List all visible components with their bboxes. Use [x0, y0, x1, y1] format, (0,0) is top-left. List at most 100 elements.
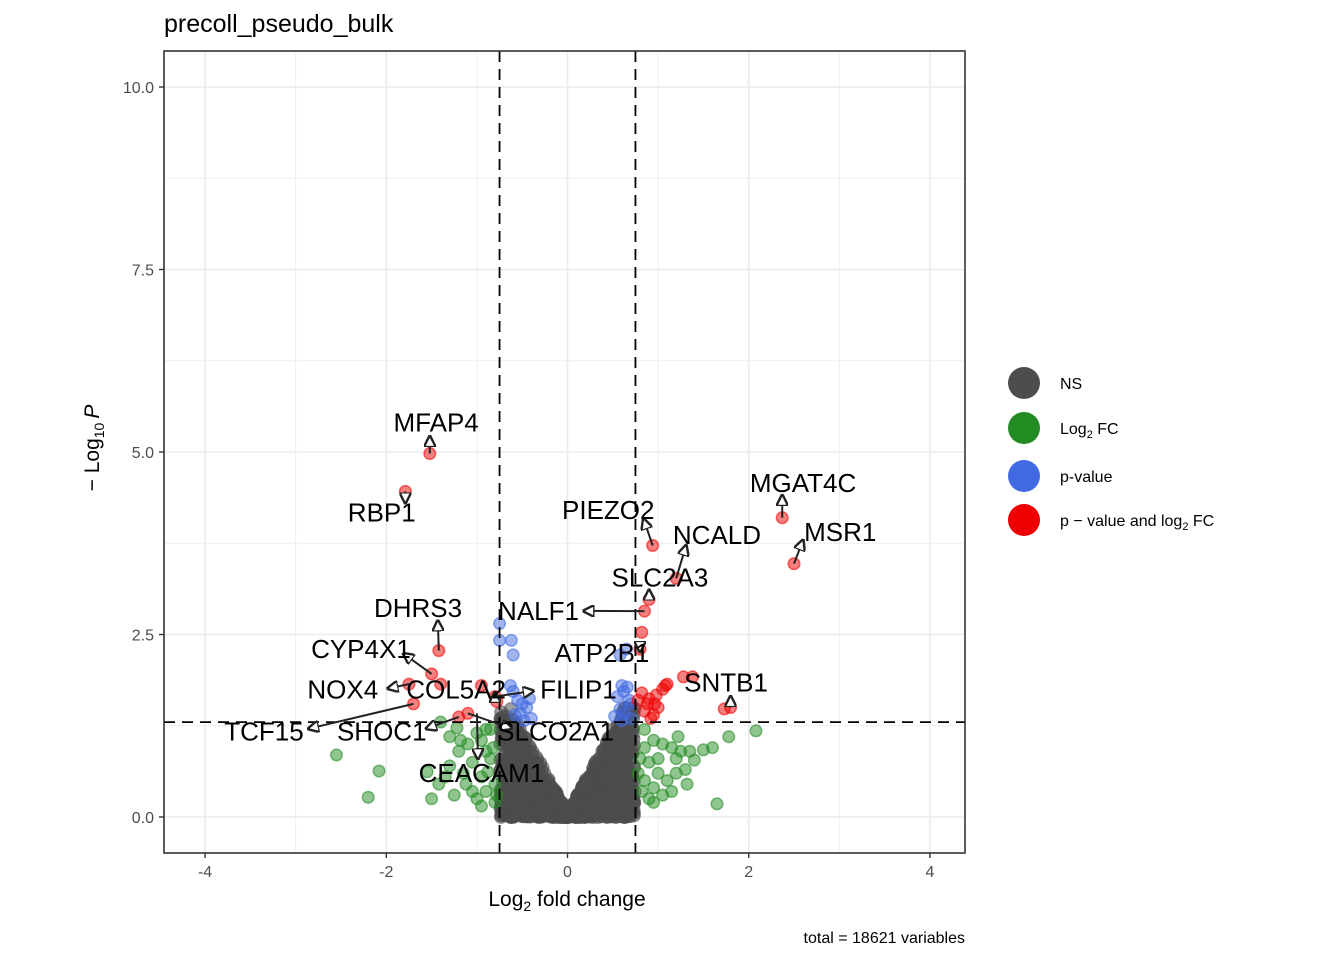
plot-panel: MFAP4 RBP1 DHRS3 CYP4X1 NOX4 COL5A2 FILIP1 TCF1…	[163, 50, 966, 854]
point-fc	[705, 741, 720, 755]
point-fc	[631, 766, 645, 780]
point-fc	[651, 766, 665, 780]
point-ns	[529, 757, 544, 772]
label-connectors	[308, 436, 803, 759]
gene-label-piezo2: PIEZO2	[562, 495, 654, 525]
caption-total-variables: total = 18621 variables	[804, 930, 965, 947]
legend-label-sub: 2	[1087, 429, 1093, 441]
point-fc	[710, 797, 724, 811]
point-ns	[603, 776, 618, 791]
point-ns	[516, 756, 531, 771]
point-fc	[647, 781, 661, 795]
x-tick-label: 2	[744, 864, 753, 881]
point-ns	[506, 764, 521, 779]
label-connector	[438, 621, 439, 651]
y-tick-label: 5.0	[132, 445, 154, 462]
legend-key-fc-p	[1008, 504, 1040, 536]
legend-label: p-value	[1060, 469, 1113, 486]
gene-label-sntb1: SNTB1	[684, 667, 768, 697]
point-fc	[474, 799, 488, 813]
point-fc	[660, 773, 674, 788]
gene-label-col5a2: COL5A2	[406, 675, 506, 705]
point-ns	[541, 774, 556, 789]
point-fc	[490, 788, 504, 802]
y-axis: 0.0 2.5 5.0 7.5 10.0	[123, 80, 164, 827]
gene-label-slc2a3: SLC2A3	[611, 562, 708, 592]
point-fc	[680, 777, 694, 791]
label-connector	[643, 519, 654, 546]
point-fc	[465, 784, 479, 799]
point-ns	[507, 808, 522, 823]
point-fc	[450, 721, 464, 735]
gene-label-cyp4x1: CYP4X1	[311, 634, 411, 664]
point-ns	[599, 735, 614, 750]
chart-title: precoll_pseudo_bulk	[164, 10, 394, 38]
point-fc	[447, 788, 461, 802]
label-connector	[308, 702, 414, 729]
point-ns	[614, 728, 629, 743]
legend-item-p: p-value	[1008, 460, 1113, 492]
label-connector	[793, 540, 803, 565]
y-tick-label: 0.0	[132, 810, 154, 827]
point-fc	[425, 792, 439, 806]
legend-item-ns: NS	[1008, 367, 1082, 399]
x-axis-title: Log2 fold change	[488, 888, 645, 914]
y-tick-label: 7.5	[132, 263, 154, 280]
point-p	[508, 708, 522, 722]
x-tick-label: 4	[925, 864, 934, 881]
point-fc	[669, 752, 683, 766]
point-ns	[518, 742, 533, 757]
point-fc	[687, 753, 701, 767]
point-fc-p	[635, 625, 649, 639]
x-axis: -4 -2 0 2 4	[198, 853, 934, 881]
point-p	[506, 648, 520, 662]
point-fc	[372, 764, 386, 778]
gene-label-atp2b1: ATP2B1	[554, 638, 649, 668]
label-connector	[403, 654, 433, 675]
point-fc	[749, 724, 763, 738]
label-connector	[494, 691, 534, 697]
legend-label-sub: 2	[1182, 521, 1188, 533]
point-fc	[722, 730, 736, 744]
gene-label-ceacam1: CEACAM1	[419, 758, 545, 788]
x-tick-label: -4	[198, 864, 212, 881]
point-fc-p	[685, 670, 700, 684]
point-p	[517, 714, 531, 728]
gene-label-nalf1: NALF1	[498, 596, 579, 626]
legend-label-main: p-value	[1060, 469, 1113, 486]
point-ns	[612, 753, 627, 768]
point-fc	[361, 790, 375, 804]
legend: NS Log2 FC p-value p − value and log2 FC	[1008, 367, 1214, 536]
legend-label: Log2 FC	[1060, 421, 1119, 441]
gene-label-mgat4c: MGAT4C	[750, 468, 856, 498]
point-fc	[479, 722, 493, 736]
point-fc	[420, 765, 434, 779]
gene-label-filip1: FILIP1	[540, 675, 617, 705]
label-connector	[477, 713, 478, 759]
point-fc	[635, 784, 649, 799]
y-tick-label: 10.0	[123, 80, 154, 97]
point-fc	[637, 741, 652, 755]
point-ns	[589, 790, 604, 805]
label-connector	[388, 684, 410, 688]
gene-label-dhrs3: DHRS3	[374, 593, 462, 623]
point-p	[620, 680, 634, 694]
point-fc	[633, 752, 647, 766]
point-ns	[620, 743, 635, 758]
point-fc	[443, 759, 457, 773]
point-p	[615, 714, 629, 728]
legend-label-main: Log	[1060, 421, 1087, 438]
point-fc	[454, 733, 468, 747]
legend-item-fc-p: p − value and log2 FC	[1008, 504, 1214, 536]
legend-label: p − value and log2 FC	[1060, 513, 1214, 533]
gene-label-ncald: NCALD	[673, 520, 761, 550]
point-fc-p	[637, 704, 652, 718]
point-p	[504, 633, 518, 647]
point-ns	[531, 782, 546, 797]
point-ns	[556, 805, 571, 820]
label-connector	[467, 712, 512, 728]
legend-key-ns	[1008, 367, 1040, 399]
gene-label-shoc1: SHOC1	[337, 716, 427, 746]
point-p	[619, 642, 633, 656]
